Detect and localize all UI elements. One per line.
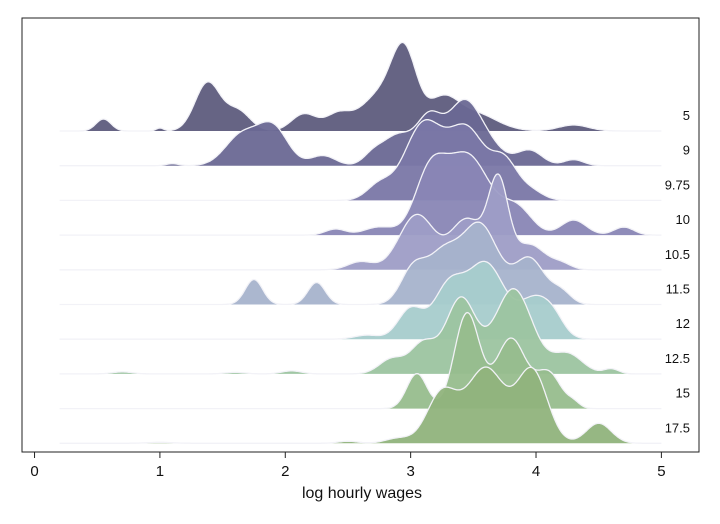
ridge-outline-17.5: [59, 366, 662, 444]
category-label-12.5: 12.5: [665, 351, 690, 366]
category-label-15: 15: [676, 386, 690, 401]
ridge-outline-10: [59, 151, 662, 236]
category-label-9: 9: [683, 143, 690, 158]
ridge-area-5: [59, 42, 662, 131]
ridge-area-10.5: [59, 174, 662, 270]
ridges: [59, 41, 662, 444]
ridge-area-11.5: [59, 222, 662, 305]
x-tick-label-5: 5: [657, 463, 665, 480]
x-tick-label-1: 1: [156, 463, 164, 480]
category-label-9.75: 9.75: [665, 177, 690, 192]
category-label-12: 12: [676, 316, 690, 331]
x-tick-label-4: 4: [532, 463, 540, 480]
category-label-17.5: 17.5: [665, 420, 690, 435]
ridge-outline-5: [59, 41, 662, 132]
ridge-area-17.5: [59, 367, 662, 444]
category-label-10.5: 10.5: [665, 247, 690, 262]
ridge-outline-12: [59, 260, 662, 340]
ridge-area-10: [59, 151, 662, 236]
x-axis-title: log hourly wages: [302, 485, 422, 502]
x-tick-label-2: 2: [281, 463, 289, 480]
category-label-5: 5: [683, 108, 690, 123]
x-tick-label-0: 0: [30, 463, 38, 480]
ridge-outline-9.75: [59, 119, 662, 202]
ridge-outline-10.5: [59, 173, 662, 271]
ridge-outline-15: [59, 311, 662, 410]
ridge-area-9.75: [59, 119, 662, 201]
category-label-11.5: 11.5: [666, 282, 690, 297]
category-label-10: 10: [676, 212, 690, 227]
ridge-outline-9: [59, 98, 662, 167]
ridge-outline-12.5: [59, 288, 662, 375]
ridge-area-15: [59, 312, 662, 409]
x-axis: 0 1 2 3 4 5: [22, 451, 699, 480]
category-labels: 5 9 9.75 10 10.5 11.5 12 12.5 15 17.5: [665, 108, 690, 435]
x-tick-label-3: 3: [406, 463, 414, 480]
ridge-outline-11.5: [59, 221, 662, 306]
